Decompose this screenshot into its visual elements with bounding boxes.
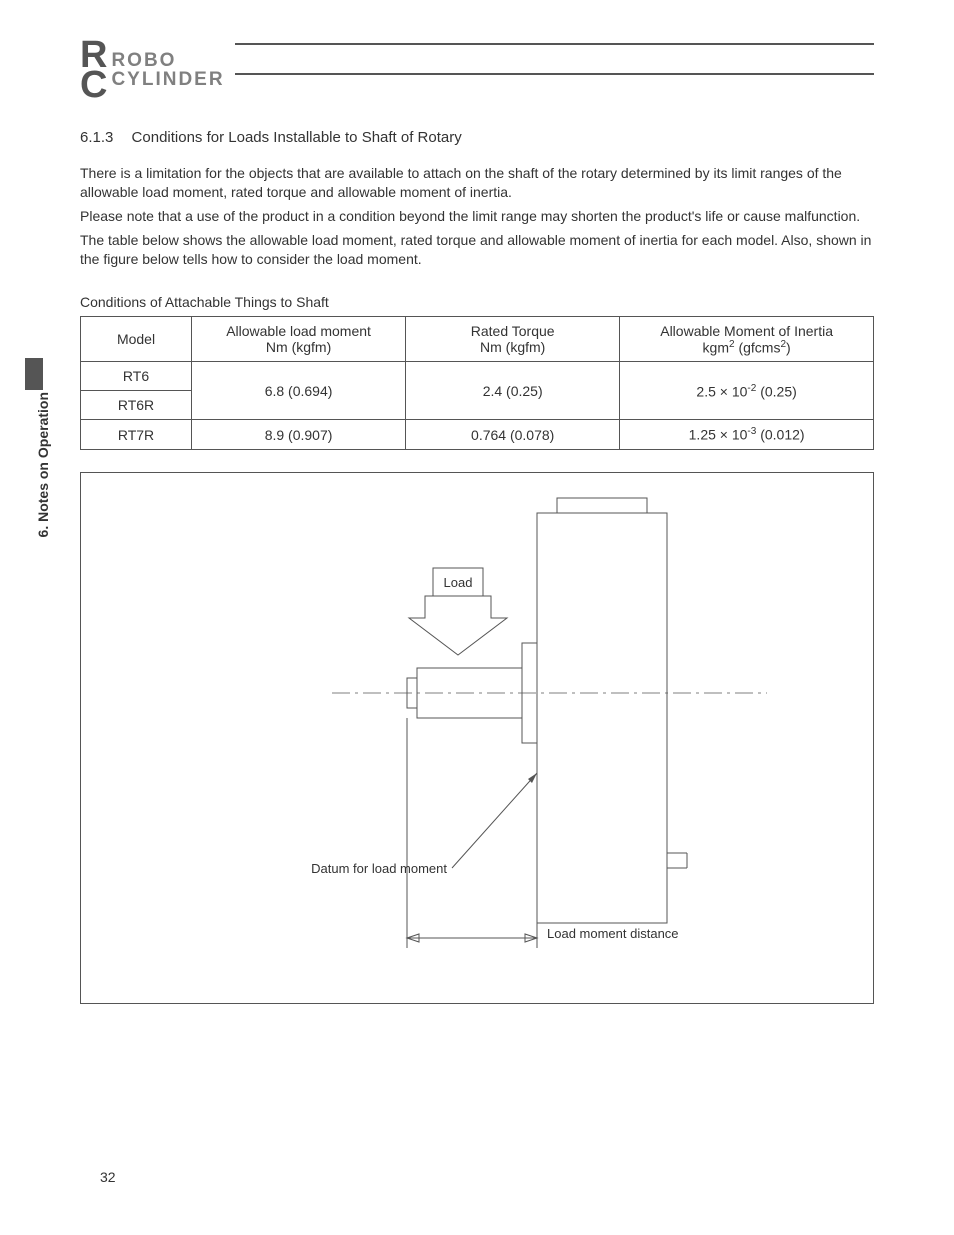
cell-model: RT6 <box>81 362 192 391</box>
cell-torque: 0.764 (0.078) <box>406 420 620 450</box>
table-row: RT7R 8.9 (0.907) 0.764 (0.078) 1.25 × 10… <box>81 420 874 450</box>
datum-label: Datum for load moment <box>311 861 447 876</box>
table-caption: Conditions of Attachable Things to Shaft <box>80 294 874 310</box>
table-row: RT6 6.8 (0.694) 2.4 (0.25) 2.5 × 10-2 (0… <box>81 362 874 391</box>
logo-word-2: CYLINDER <box>111 70 224 89</box>
page-content: R C ROBO CYLINDER 6.1.3 Conditions for L… <box>0 0 954 1044</box>
cell-model: RT7R <box>81 420 192 450</box>
logo-words: ROBO CYLINDER <box>111 51 224 89</box>
intro-paragraphs: There is a limitation for the objects th… <box>80 164 874 270</box>
header-rule <box>235 43 874 75</box>
paragraph-1: There is a limitation for the objects th… <box>80 164 874 203</box>
page-header: R C ROBO CYLINDER <box>80 40 874 101</box>
diagram-svg: Load Datum for load moment Load moment d… <box>81 473 873 1003</box>
cell-model: RT6R <box>81 391 192 420</box>
spec-table: Model Allowable load moment Nm (kgfm) Ra… <box>80 316 874 450</box>
cell-load: 6.8 (0.694) <box>192 362 406 420</box>
table-header-row: Model Allowable load moment Nm (kgfm) Ra… <box>81 316 874 362</box>
distance-label: Load moment distance <box>547 926 679 941</box>
cell-inertia: 2.5 × 10-2 (0.25) <box>620 362 874 420</box>
page-number: 32 <box>100 1169 116 1185</box>
paragraph-2: Please note that a use of the product in… <box>80 207 874 227</box>
rotary-body <box>537 513 667 923</box>
cell-torque: 2.4 (0.25) <box>406 362 620 420</box>
diagram: Load Datum for load moment Load moment d… <box>80 472 874 1004</box>
th-torque: Rated Torque Nm (kgfm) <box>406 316 620 362</box>
logo-initials: R C <box>80 40 105 101</box>
cell-load: 8.9 (0.907) <box>192 420 406 450</box>
logo: R C ROBO CYLINDER <box>80 40 225 101</box>
th-inertia: Allowable Moment of Inertia kgm2 (gfcms2… <box>620 316 874 362</box>
datum-leader <box>452 773 537 868</box>
paragraph-3: The table below shows the allowable load… <box>80 231 874 270</box>
logo-word-1: ROBO <box>111 51 224 70</box>
th-model: Model <box>81 316 192 362</box>
section-title: Conditions for Loads Installable to Shaf… <box>132 129 462 146</box>
section-heading: 6.1.3 Conditions for Loads Installable t… <box>80 129 874 146</box>
th-load: Allowable load moment Nm (kgfm) <box>192 316 406 362</box>
rotary-top-step <box>557 498 647 513</box>
logo-c: C <box>80 70 105 100</box>
load-arrow: Load <box>409 568 507 655</box>
load-label: Load <box>444 575 473 590</box>
cell-inertia: 1.25 × 10-3 (0.012) <box>620 420 874 450</box>
section-number: 6.1.3 <box>80 129 113 146</box>
